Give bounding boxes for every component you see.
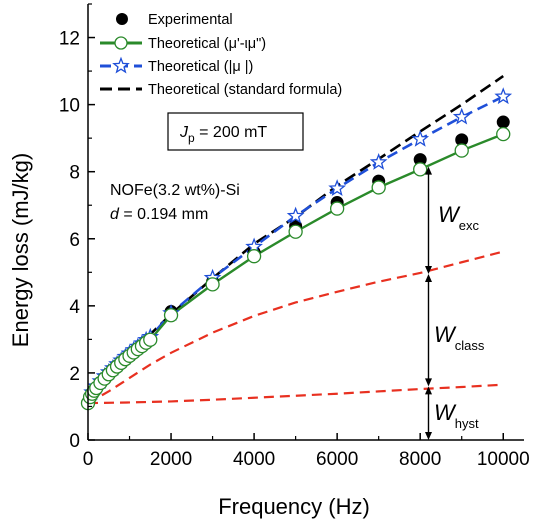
y-tick-label: 4 bbox=[69, 297, 80, 318]
y-tick-label: 6 bbox=[69, 230, 80, 251]
y-axis-title: Energy loss (mJ/kg) bbox=[8, 153, 33, 347]
theoretical-complex-point bbox=[329, 201, 345, 216]
legend: Experimental Theoretical (μ'-ιμ") Theore… bbox=[100, 12, 342, 98]
w-exc-arrow-head-top bbox=[424, 166, 432, 175]
legend-marker-theoretical-complex bbox=[114, 36, 128, 50]
theoretical-complex-point bbox=[205, 277, 220, 292]
legend-label-theoretical-modulus: Theoretical (|μ |) bbox=[148, 59, 253, 75]
thickness-annotation: d = 0.194 mm bbox=[110, 206, 208, 223]
jp-box bbox=[167, 112, 304, 151]
y-tick-label: 10 bbox=[59, 96, 80, 117]
theoretical-complex-point bbox=[496, 126, 511, 142]
x-tick-label: 10000 bbox=[477, 449, 530, 470]
w-class-arrow-head-bottom bbox=[424, 378, 432, 387]
legend-marker-theoretical-modulus bbox=[112, 56, 130, 74]
material-annotation: NOFe(3.2 wt%)-Si bbox=[110, 182, 240, 199]
y-tick-label: 2 bbox=[69, 364, 80, 385]
w-exc-label: Wexc bbox=[438, 202, 479, 233]
legend-marker-experimental bbox=[116, 13, 128, 25]
theoretical-modulus-point bbox=[328, 179, 347, 197]
experimental-point bbox=[413, 153, 427, 167]
w-hyst-label: Whyst bbox=[434, 400, 479, 431]
y-tick-label: 8 bbox=[69, 163, 80, 184]
legend-label-experimental: Experimental bbox=[148, 12, 233, 28]
legend-label-theoretical-complex: Theoretical (μ'-ιμ") bbox=[148, 36, 266, 52]
theoretical-complex-point bbox=[288, 224, 303, 239]
jp-annotation: Jp = 200 mT bbox=[179, 124, 267, 145]
theoretical-complex-point bbox=[163, 308, 179, 323]
w-class-arrow-head-top bbox=[424, 273, 432, 282]
w-hyst-arrow-head-top bbox=[424, 386, 432, 395]
experimental-point bbox=[455, 133, 469, 147]
x-axis-title: Frequency (Hz) bbox=[218, 494, 370, 519]
x-tick-label: 4000 bbox=[233, 449, 275, 470]
theoretical-modulus-point bbox=[494, 87, 513, 105]
theoretical-modulus-point bbox=[411, 129, 430, 147]
theoretical-modulus-point bbox=[286, 206, 305, 224]
w-hyst-arrow-head-bottom bbox=[424, 432, 432, 440]
theoretical-complex-point bbox=[371, 180, 386, 195]
theoretical-modulus-point bbox=[369, 152, 388, 170]
x-tick-label: 6000 bbox=[316, 449, 358, 470]
theoretical-complex-point bbox=[413, 162, 428, 177]
legend-label-theoretical-standard: Theoretical (standard formula) bbox=[148, 82, 342, 98]
theoretical-complex-point bbox=[454, 143, 469, 158]
x-tick-label: 8000 bbox=[399, 449, 441, 470]
theoretical-complex-point bbox=[143, 332, 158, 347]
theoretical-complex-point bbox=[246, 249, 262, 264]
w-class-boundary-curve bbox=[87, 250, 504, 405]
theoretical-complex-line bbox=[86, 133, 504, 404]
x-tick-label: 0 bbox=[83, 449, 94, 470]
y-tick-label: 12 bbox=[59, 29, 80, 50]
w-class-label: Wclass bbox=[434, 322, 485, 353]
w-exc-arrow-head-bottom bbox=[424, 265, 432, 274]
experimental-point bbox=[496, 115, 510, 129]
w-hyst-curve bbox=[87, 383, 504, 405]
theoretical-modulus-point bbox=[452, 107, 471, 125]
x-tick-label: 2000 bbox=[150, 449, 192, 470]
y-tick-label: 0 bbox=[69, 431, 80, 452]
